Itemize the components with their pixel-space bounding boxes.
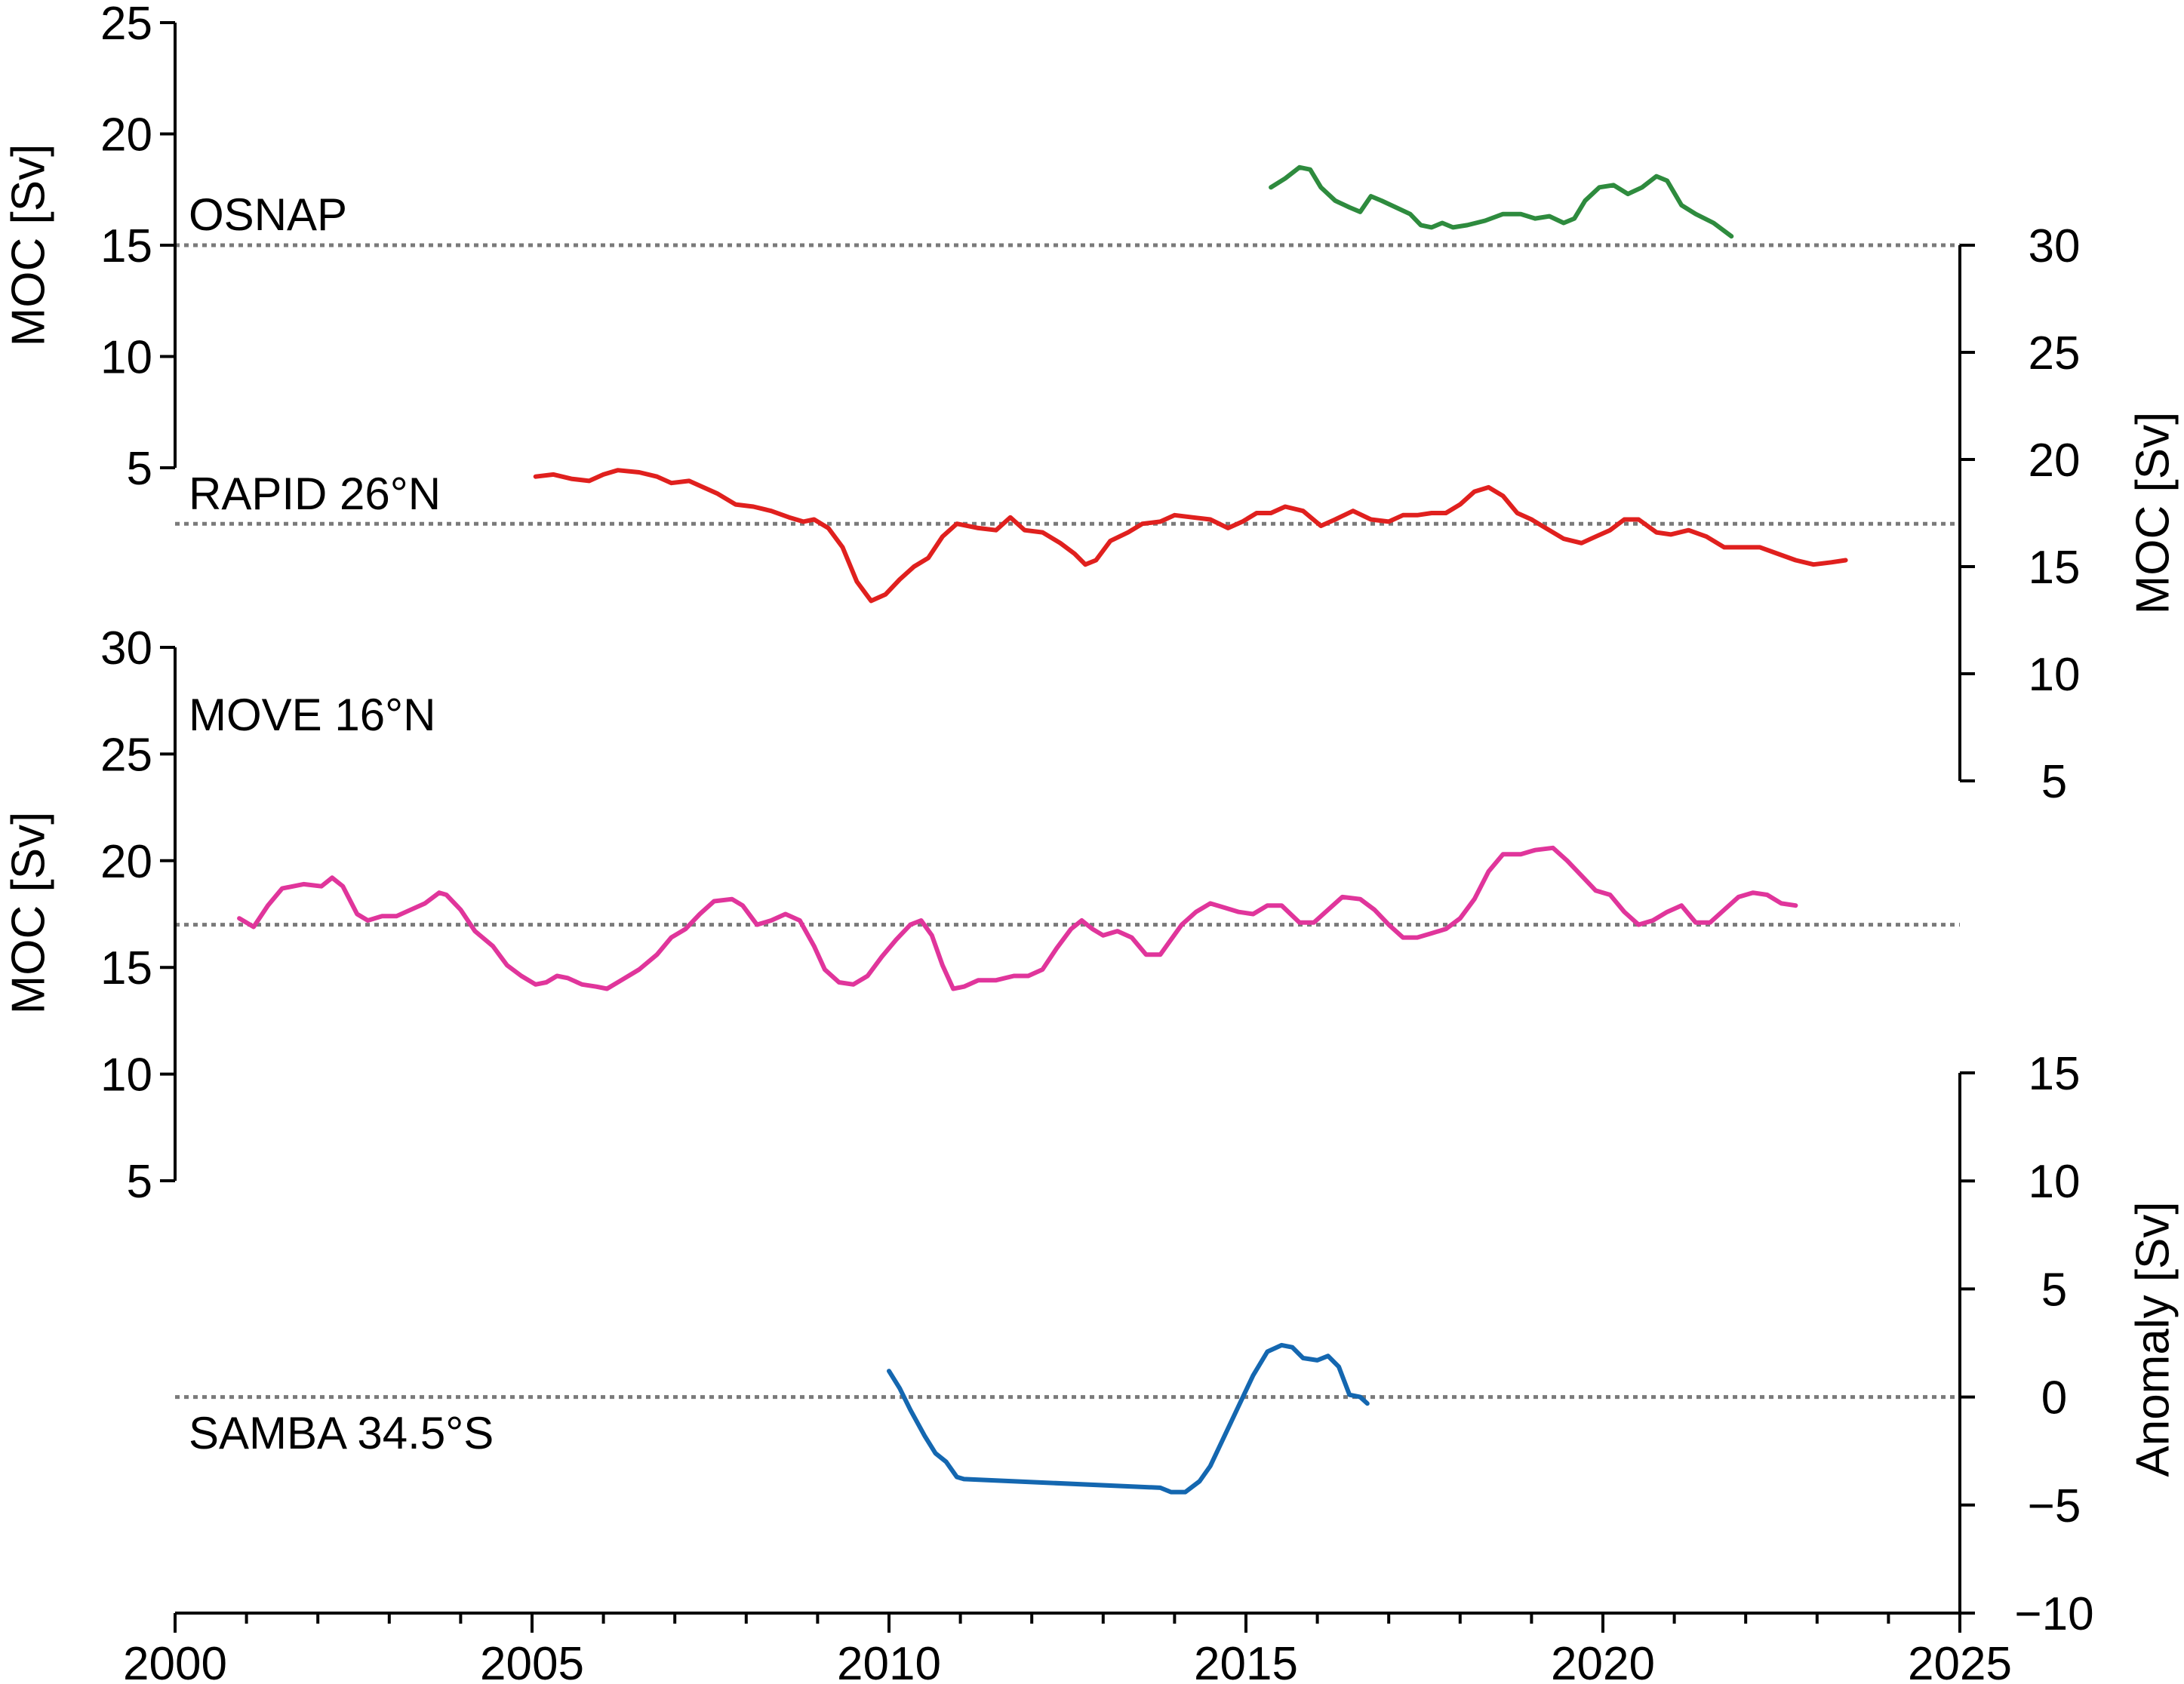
rapid-series-line (533, 468, 1848, 604)
rapid-y-tick-label: 5 (2041, 756, 2067, 808)
x-tick-label: 2005 (480, 1638, 584, 1684)
move-y-tick-label: 30 (100, 622, 152, 675)
rapid-panel-label: RAPID 26°N (189, 469, 441, 519)
panel-labels: OSNAP RAPID 26°N MOVE 16°N SAMBA 34.5°S (189, 189, 494, 1458)
rapid-y-tick-label: 15 (2029, 542, 2081, 594)
reference-lines (175, 243, 1960, 1400)
osnap-panel-label: OSNAP (189, 189, 347, 240)
x-tick-label: 2025 (1908, 1638, 2012, 1684)
samba-y-tick-label: 0 (2041, 1372, 2067, 1424)
x-tick-label: 2000 (123, 1638, 227, 1684)
x-tick-label: 2015 (1194, 1638, 1298, 1684)
samba-y-tick-label: −5 (2028, 1480, 2081, 1532)
osnap-y-axis-title: MOC [Sv] (3, 144, 55, 347)
samba-panel-label: SAMBA 34.5°S (189, 1408, 494, 1458)
move-panel-label: MOVE 16°N (189, 690, 435, 740)
samba-y-tick-label: 10 (2029, 1156, 2081, 1208)
series-lines (237, 164, 1848, 1495)
samba-y-tick-label: 5 (2041, 1264, 2067, 1316)
samba-series-line (887, 1342, 1370, 1495)
samba-y-axis-title: Anomaly [Sv] (2127, 1201, 2179, 1477)
rapid-y-tick-label: 10 (2029, 649, 2081, 701)
move-y-tick-label: 20 (100, 836, 152, 888)
move-y-tick-label: 25 (100, 729, 152, 781)
move-y-tick-label: 10 (100, 1049, 152, 1102)
move-series-line (237, 845, 1798, 991)
osnap-y-tick-label: 5 (127, 443, 152, 495)
rapid-y-tick-label: 25 (2029, 327, 2081, 380)
rapid-y-axis-title: MOC [Sv] (2127, 412, 2179, 615)
rapid-y-tick-label: 30 (2029, 220, 2081, 272)
osnap-y-tick-label: 20 (100, 109, 152, 161)
rapid-y-tick-label: 20 (2029, 435, 2081, 487)
move-y-axis-title: MOC [Sv] (3, 812, 55, 1015)
osnap-y-tick-label: 15 (100, 220, 152, 272)
x-tick-label: 2020 (1551, 1638, 1655, 1684)
osnap-y-tick-label: 25 (100, 0, 152, 50)
osnap-series-line (1269, 164, 1734, 239)
move-y-tick-label: 15 (100, 942, 152, 994)
samba-y-tick-label: −10 (2014, 1588, 2093, 1640)
osnap-y-tick-label: 10 (100, 332, 152, 384)
samba-y-tick-label: 15 (2029, 1048, 2081, 1100)
x-tick-label: 2010 (837, 1638, 941, 1684)
move-y-tick-label: 5 (127, 1156, 152, 1208)
